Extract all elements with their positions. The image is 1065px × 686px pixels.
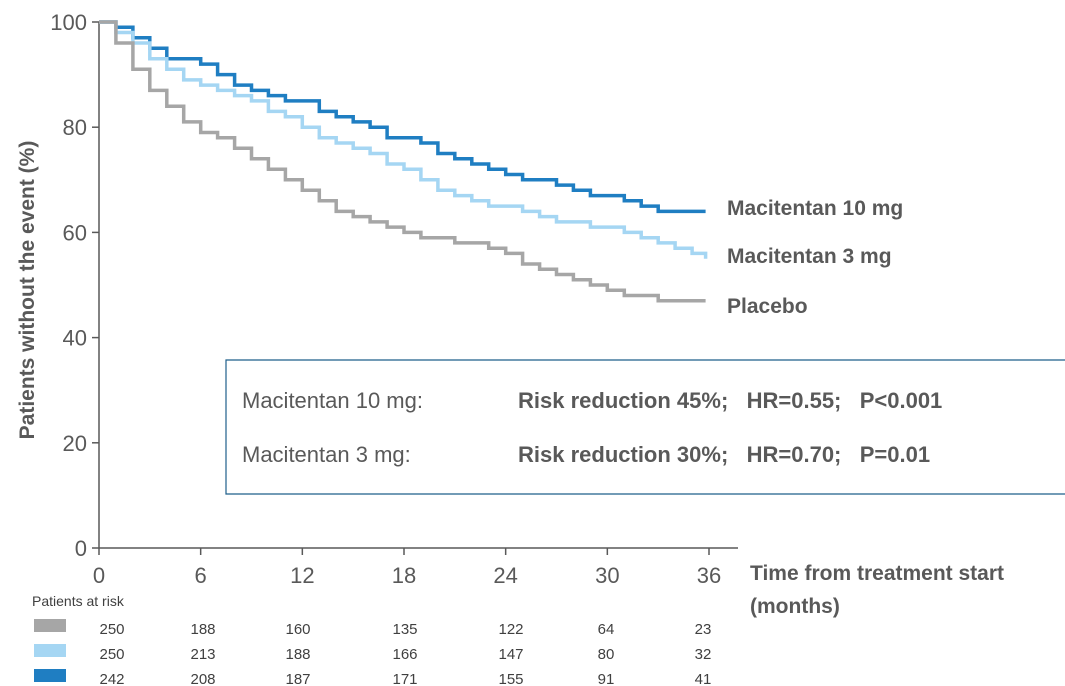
risk-cell-1-2: 188: [285, 646, 310, 663]
y-tick-label-20: 20: [63, 431, 87, 456]
risk-cell-0-2: 160: [285, 621, 310, 638]
annotation-stats-10mg: Risk reduction 45%; HR=0.55; P<0.001: [518, 388, 942, 413]
risk-cell-2-1: 208: [190, 671, 215, 686]
series-line-macitentan-10-mg: [99, 20, 706, 214]
x-ticks: 0 6 12 18 24 30 36: [93, 548, 721, 588]
risk-row-swatch-0: [34, 619, 66, 632]
annotation-label-10mg: Macitentan 10 mg:: [242, 388, 423, 413]
risk-cell-1-5: 80: [598, 646, 615, 663]
x-tick-label-36: 36: [697, 563, 721, 588]
x-axis-title-line1: Time from treatment start: [750, 562, 1004, 585]
annotation-label-3mg: Macitentan 3 mg:: [242, 442, 411, 467]
risk-table: 250 188 160 135 122 64 23 250 213 188 166 147 80 32 24…: [34, 619, 711, 686]
y-tick-label-60: 60: [63, 220, 87, 245]
x-tick-label-24: 24: [493, 563, 517, 588]
risk-cell-2-5: 91: [598, 671, 615, 686]
risk-cell-0-1: 188: [190, 621, 215, 638]
risk-cell-1-6: 32: [695, 646, 712, 663]
annotation-box: Macitentan 10 mg: Risk reduction 45%; HR…: [225, 359, 1065, 495]
series-label-macitentan-3: Macitentan 3 mg: [727, 245, 892, 268]
risk-row-swatch-2: [34, 669, 66, 682]
y-tick-label-0: 0: [75, 536, 87, 561]
risk-cell-0-5: 64: [598, 621, 615, 638]
x-tick-label-0: 0: [93, 563, 105, 588]
series-line-macitentan-3-mg: [99, 20, 708, 259]
series-label-placebo: Placebo: [727, 295, 808, 318]
y-tick-label-100: 100: [50, 10, 87, 35]
series-line-placebo: [99, 20, 706, 303]
risk-cell-1-0: 250: [99, 646, 124, 663]
risk-row-swatch-1: [34, 644, 66, 657]
series-layer: [99, 20, 708, 303]
y-tick-label-80: 80: [63, 115, 87, 140]
risk-cell-2-6: 41: [695, 671, 712, 686]
risk-cell-1-1: 213: [190, 646, 215, 663]
x-tick-label-30: 30: [595, 563, 619, 588]
series-label-macitentan-10: Macitentan 10 mg: [727, 197, 903, 220]
risk-cell-0-6: 23: [695, 621, 712, 638]
risk-cell-0-4: 122: [498, 621, 523, 638]
x-axis-title-line2: (months): [750, 595, 840, 618]
x-tick-label-6: 6: [195, 563, 207, 588]
risk-cell-1-4: 147: [498, 646, 523, 663]
risk-cell-1-3: 166: [392, 646, 417, 663]
risk-table-title: Patients at risk: [32, 593, 125, 609]
risk-cell-2-4: 155: [498, 671, 523, 686]
risk-cell-2-0: 242: [99, 671, 124, 686]
y-tick-label-40: 40: [63, 326, 87, 351]
risk-cell-0-3: 135: [392, 621, 417, 638]
x-tick-label-18: 18: [392, 563, 416, 588]
x-tick-label-12: 12: [290, 563, 314, 588]
risk-cell-0-0: 250: [99, 621, 124, 638]
y-ticks: 0 20 40 60 80 100: [50, 10, 99, 561]
annotation-stats-3mg: Risk reduction 30%; HR=0.70; P=0.01: [518, 442, 930, 467]
y-axis-title: Patients without the event (%): [16, 141, 39, 440]
risk-cell-2-3: 171: [392, 671, 417, 686]
risk-cell-2-2: 187: [285, 671, 310, 686]
